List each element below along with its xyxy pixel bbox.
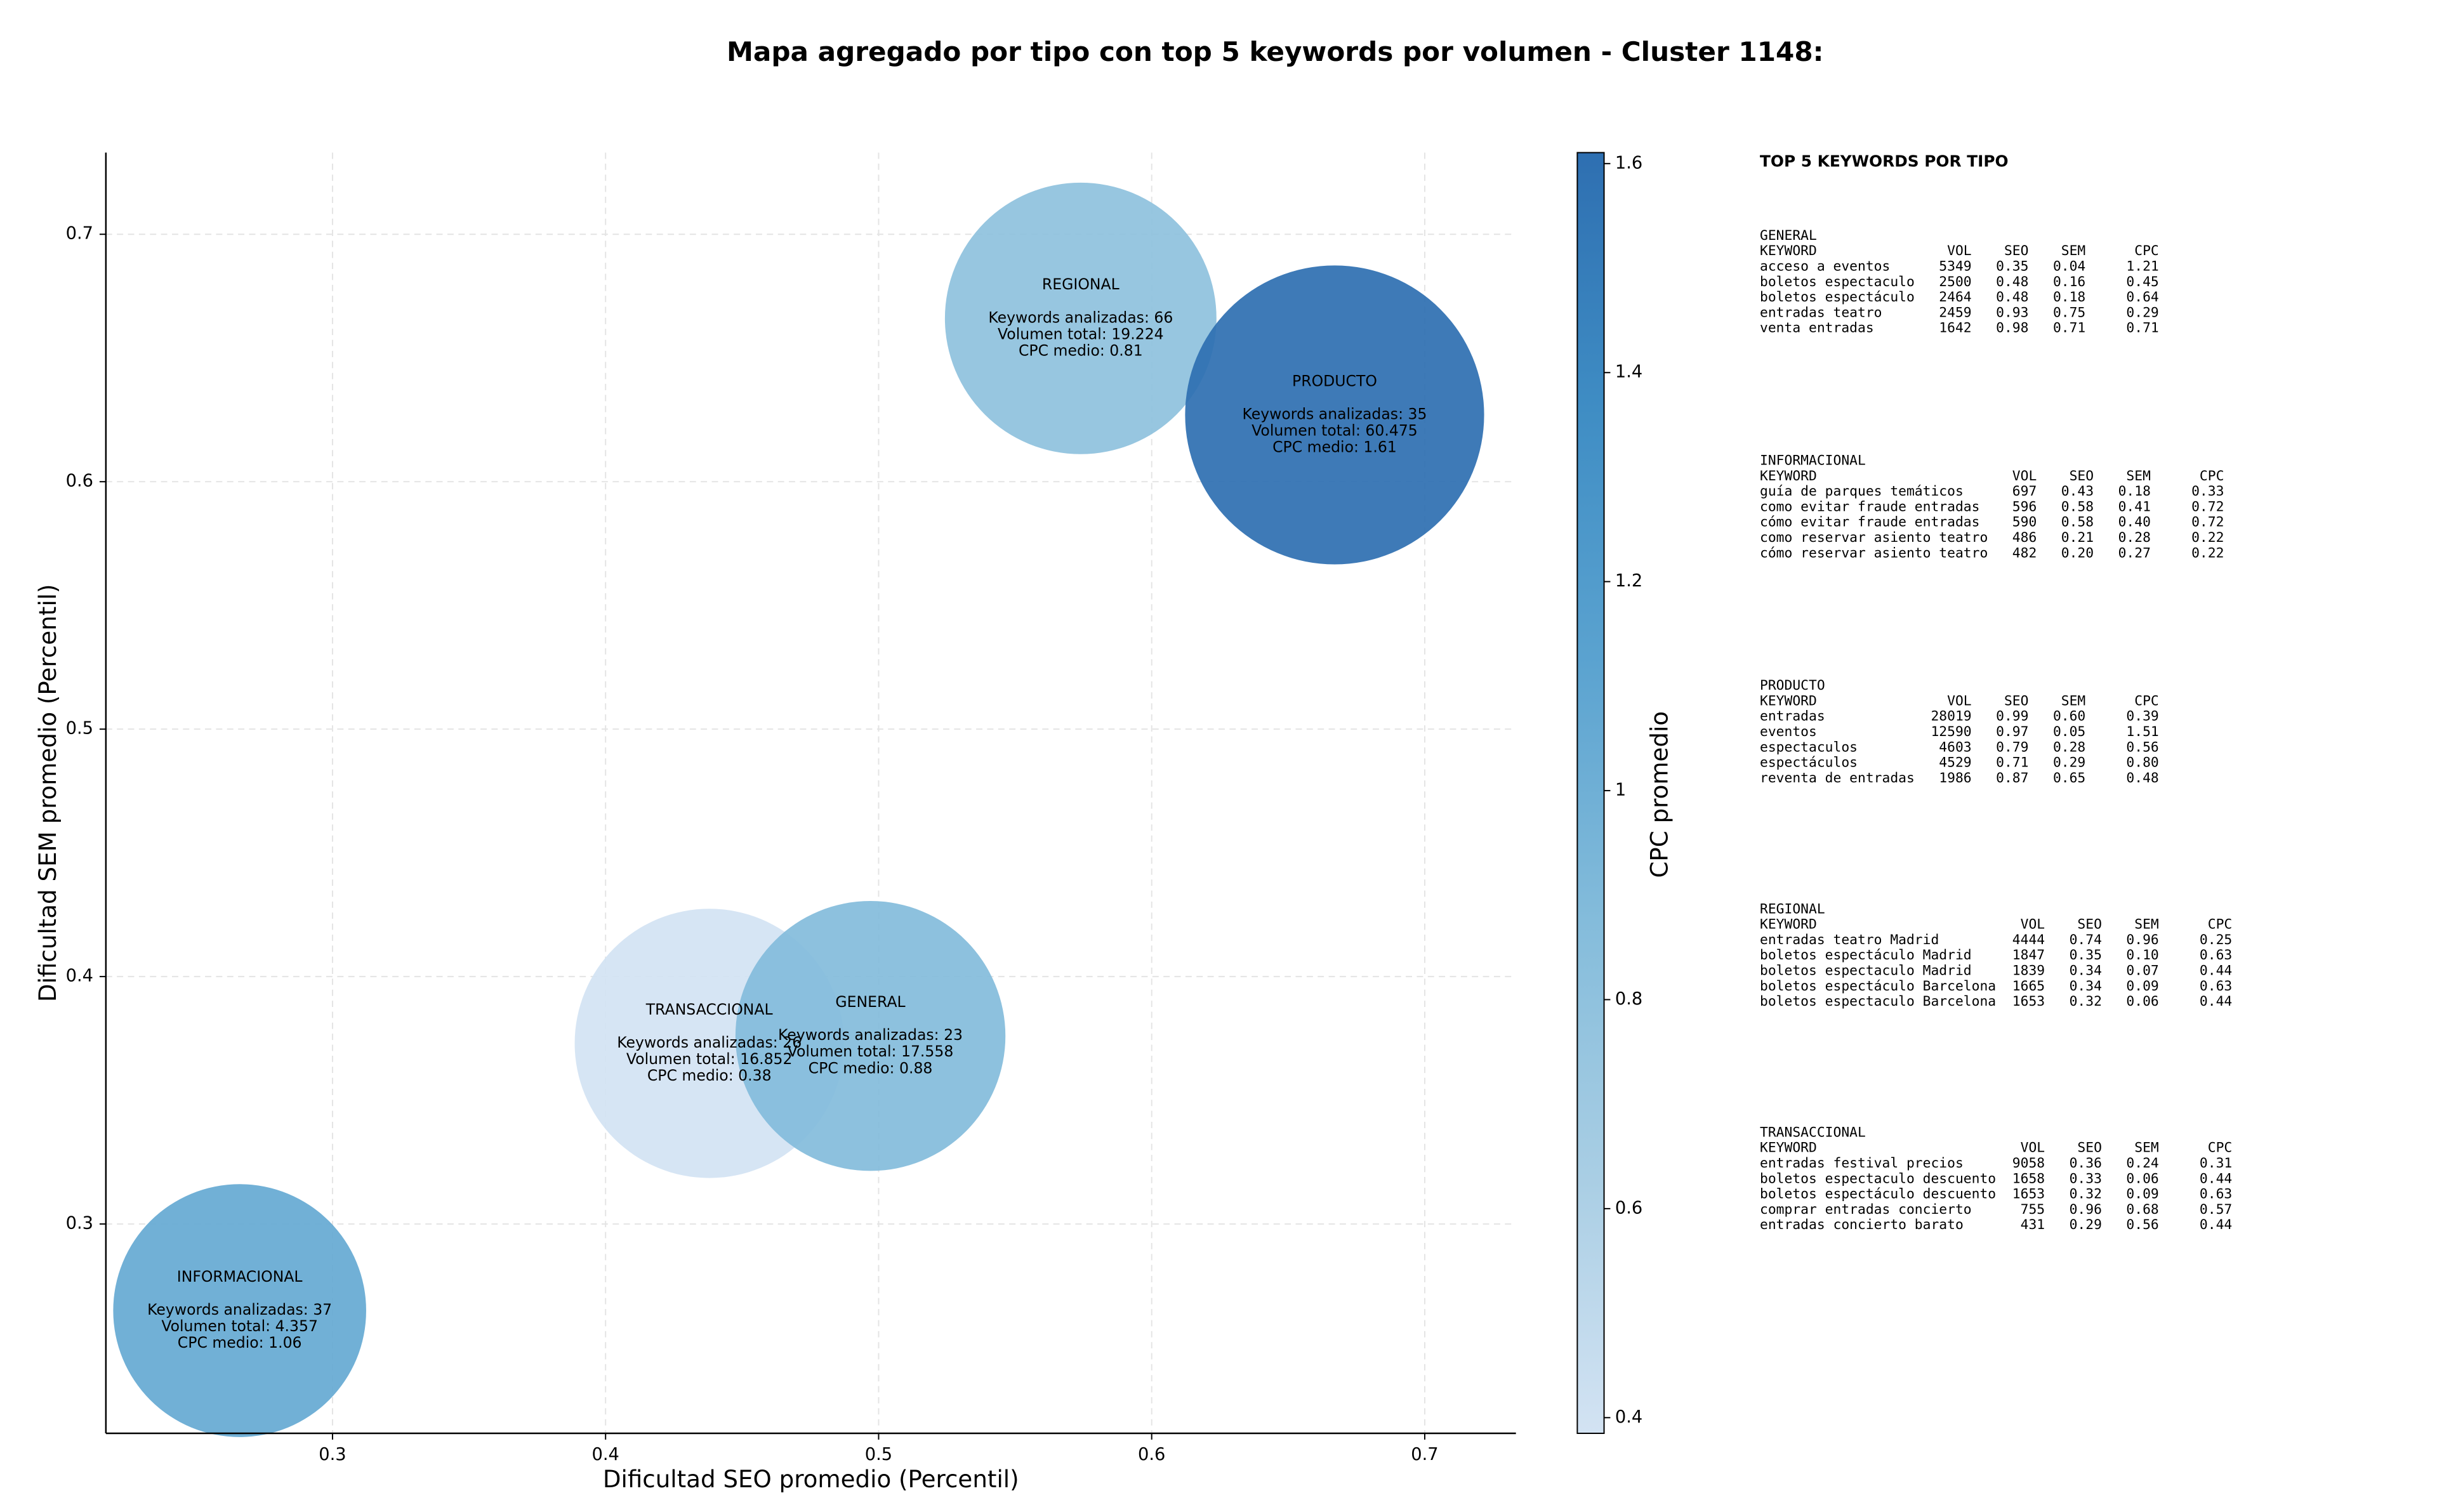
panel-line: boletos espectáculo 2464 0.48 0.18 0.64 (1760, 289, 2159, 305)
bubble-name: INFORMACIONAL (177, 1268, 303, 1285)
bubble-name: GENERAL (835, 993, 905, 1011)
panel-line: KEYWORD VOL SEO SEM CPC (1760, 917, 2232, 933)
bubble-annotation: Volumen total: 16.852 (626, 1050, 793, 1068)
panel-group-name: TRANSACCIONAL (1760, 1124, 1866, 1140)
x-tick-label: 0.4 (592, 1445, 619, 1464)
colorbar-tick-label: 1.6 (1615, 153, 1642, 173)
panel-group-name: PRODUCTO (1760, 678, 1825, 694)
bubble (1185, 265, 1484, 565)
bubble-annotation: Volumen total: 17.558 (788, 1042, 954, 1060)
chart-title: Mapa agregado por tipo con top 5 keyword… (727, 36, 1824, 67)
bubble-annotation: Keywords analizadas: 26 (617, 1034, 802, 1051)
panel-line: boletos espectaculo descuento 1658 0.33 … (1760, 1171, 2232, 1187)
panel-line: como reservar asiento teatro 486 0.21 0.… (1760, 530, 2224, 546)
colorbar-label: CPC promedio (1645, 711, 1673, 878)
bubble (944, 182, 1217, 454)
panel-line: boletos espectaculo 2500 0.48 0.16 0.45 (1760, 274, 2159, 290)
x-tick-label: 0.7 (1411, 1445, 1438, 1464)
bubble-annotation: Keywords analizadas: 37 (147, 1301, 332, 1318)
x-axis-label: Dificultad SEO promedio (Percentil) (603, 1465, 1019, 1493)
bubble-annotation: CPC medio: 1.06 (178, 1334, 302, 1351)
bubble-name: REGIONAL (1042, 275, 1119, 293)
bubble-annotation: Volumen total: 19.224 (998, 325, 1164, 343)
panel-line: entradas 28019 0.99 0.60 0.39 (1760, 709, 2159, 725)
bubble-annotation: Keywords analizadas: 66 (988, 308, 1173, 326)
panel-line: guía de parques temáticos 697 0.43 0.18 … (1760, 483, 2224, 499)
panel-line: boletos espectáculo Madrid 1847 0.35 0.1… (1760, 947, 2232, 963)
panel-line: entradas teatro 2459 0.93 0.75 0.29 (1760, 305, 2159, 320)
panel-group-name: REGIONAL (1760, 901, 1825, 917)
colorbar (1576, 152, 1605, 1435)
bubble-annotation: CPC medio: 1.61 (1272, 438, 1397, 456)
panel-line: KEYWORD VOL SEO SEM CPC (1760, 693, 2159, 709)
panel-line: cómo evitar fraude entradas 590 0.58 0.4… (1760, 515, 2224, 530)
bubble-annotation: Volumen total: 60.475 (1252, 421, 1418, 439)
y-tick-label: 0.6 (66, 471, 93, 491)
bubble (735, 901, 1006, 1171)
bubble-annotation: CPC medio: 0.81 (1019, 341, 1143, 359)
bubble-annotation: CPC medio: 0.88 (809, 1059, 933, 1077)
x-tick-label: 0.3 (319, 1445, 346, 1464)
x-tick-label: 0.6 (1138, 1445, 1165, 1464)
panel-line: boletos espectáculo Barcelona 1665 0.34 … (1760, 978, 2232, 994)
panel-line: boletos espectaculo Barcelona 1653 0.32 … (1760, 994, 2232, 1009)
panel-line: eventos 12590 0.97 0.05 1.51 (1760, 724, 2159, 740)
colorbar-tick-label: 1 (1615, 780, 1626, 800)
bubble-annotation: Volumen total: 4.357 (161, 1317, 318, 1335)
bubble-annotation: Keywords analizadas: 35 (1242, 405, 1427, 423)
panel-line: entradas concierto barato 431 0.29 0.56 … (1760, 1217, 2232, 1233)
panel-line: espectáculos 4529 0.71 0.29 0.80 (1760, 755, 2159, 771)
panel-line: entradas teatro Madrid 4444 0.74 0.96 0.… (1760, 932, 2232, 948)
panel-line: acceso a eventos 5349 0.35 0.04 1.21 (1760, 259, 2159, 275)
bubble-name: PRODUCTO (1292, 372, 1377, 390)
colorbar-tick-label: 0.8 (1615, 989, 1642, 1009)
panel-line: reventa de entradas 1986 0.87 0.65 0.48 (1760, 770, 2159, 786)
panel-group-name: GENERAL (1760, 228, 1817, 244)
panel-line: venta entradas 1642 0.98 0.71 0.71 (1760, 320, 2159, 336)
panel-line: boletos espectaculo Madrid 1839 0.34 0.0… (1760, 963, 2232, 978)
y-tick-label: 0.5 (66, 719, 93, 739)
colorbar-tick-label: 1.2 (1615, 571, 1642, 591)
colorbar-tick-label: 0.6 (1615, 1198, 1642, 1218)
panel-title: TOP 5 KEYWORDS POR TIPO (1760, 152, 2009, 170)
panel-line: cómo reservar asiento teatro 482 0.20 0.… (1760, 545, 2224, 561)
y-tick-label: 0.4 (66, 966, 93, 986)
panel-line: KEYWORD VOL SEO SEM CPC (1760, 1140, 2232, 1156)
panel-line: entradas festival precios 9058 0.36 0.24… (1760, 1155, 2232, 1171)
panel-line: boletos espectáculo descuento 1653 0.32 … (1760, 1187, 2232, 1202)
y-tick-label: 0.7 (66, 224, 93, 244)
colorbar-tick-label: 1.4 (1615, 362, 1642, 382)
panel-line: KEYWORD VOL SEO SEM CPC (1760, 243, 2159, 259)
y-tick-label: 0.3 (66, 1214, 93, 1233)
panel-line: espectaculos 4603 0.79 0.28 0.56 (1760, 739, 2159, 755)
x-tick-label: 0.5 (865, 1445, 892, 1464)
panel-line: KEYWORD VOL SEO SEM CPC (1760, 468, 2224, 484)
panel-group-name: INFORMACIONAL (1760, 453, 1866, 469)
bubble-annotation: Keywords analizadas: 23 (778, 1026, 963, 1044)
bubble-name: TRANSACCIONAL (645, 1001, 773, 1018)
panel-line: como evitar fraude entradas 596 0.58 0.4… (1760, 499, 2224, 515)
bubble (113, 1184, 366, 1437)
colorbar-tick-label: 0.4 (1615, 1407, 1642, 1427)
panel-line: comprar entradas concierto 755 0.96 0.68… (1760, 1202, 2232, 1218)
bubble-annotation: CPC medio: 0.38 (647, 1067, 772, 1084)
y-axis-label: Dificultad SEM promedio (Percentil) (34, 584, 62, 1002)
